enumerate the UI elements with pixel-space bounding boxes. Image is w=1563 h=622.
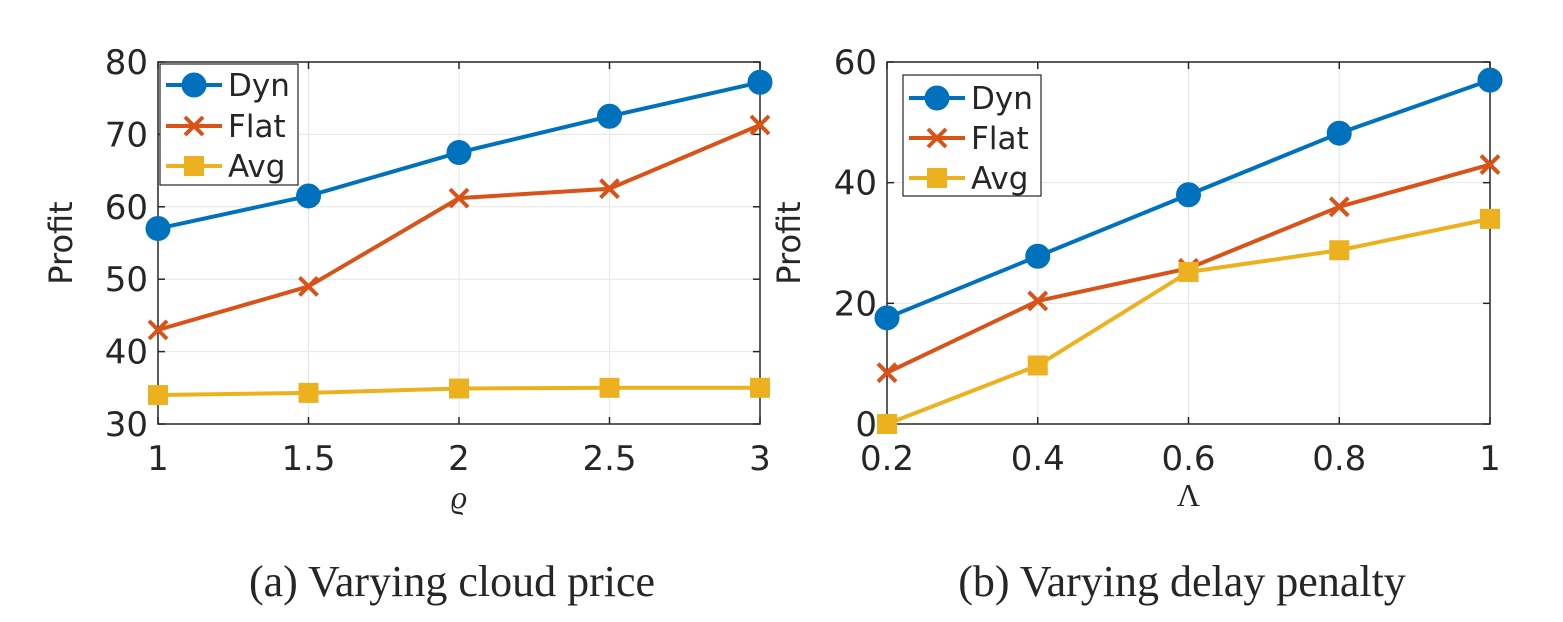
data-point-circle xyxy=(924,85,950,111)
data-point-square xyxy=(599,377,620,398)
x-axis-label: Λ xyxy=(1177,477,1200,513)
y-tick-label: 60 xyxy=(105,188,148,228)
data-point-square xyxy=(1480,208,1500,229)
data-point-circle xyxy=(597,103,622,129)
data-point-square xyxy=(148,385,168,406)
series-avg xyxy=(877,208,1500,434)
data-point-x-stroke xyxy=(876,362,898,384)
data-point-x-stroke xyxy=(926,127,948,149)
data-point-x-stroke xyxy=(1479,154,1501,175)
data-point-circle xyxy=(747,69,773,95)
data-point-x xyxy=(298,276,319,297)
series-flat xyxy=(147,114,771,341)
x-tick-label: 3 xyxy=(749,439,771,479)
legend-label-dyn: Dyn xyxy=(971,81,1033,117)
data-point-x xyxy=(147,319,169,341)
data-point-square xyxy=(877,414,897,434)
data-point-x-stroke xyxy=(298,276,319,297)
data-point-square xyxy=(449,378,469,399)
data-point-x xyxy=(448,187,470,209)
legend: Dyn Flat Avg xyxy=(159,63,299,186)
data-point-x xyxy=(749,114,771,136)
data-point-square xyxy=(298,382,319,403)
y-tick-label: 20 xyxy=(834,284,877,324)
data-point-square xyxy=(1178,261,1199,282)
data-point-square xyxy=(750,377,770,398)
legend-label-dyn: Dyn xyxy=(228,68,290,104)
data-point-x xyxy=(876,362,898,384)
x-tick-label: 1 xyxy=(147,439,169,479)
data-point-x xyxy=(1479,154,1501,175)
data-point-circle xyxy=(874,305,900,331)
y-tick-label: 50 xyxy=(105,260,148,300)
legend-label-flat: Flat xyxy=(971,121,1029,157)
data-point-circle xyxy=(1477,67,1503,93)
panel-b-varying-delay-penalty: 0 20 40 60 0.2 0.4 0.6 0.8 1 Profit Λ Dyn Flat Avg (b)… xyxy=(770,43,1503,606)
y-axis-label: Profit xyxy=(42,201,80,284)
legend-label-avg: Avg xyxy=(971,161,1028,197)
x-tick-label: 2 xyxy=(448,439,470,479)
x-tick-label: 0.4 xyxy=(1011,439,1065,479)
x-tick-label: 1.5 xyxy=(281,439,335,479)
data-point-x-stroke xyxy=(448,187,470,209)
data-point-circle xyxy=(446,140,472,165)
legend: Dyn Flat Avg xyxy=(902,74,1042,197)
data-point-x xyxy=(599,178,620,200)
y-tick-label: 40 xyxy=(834,164,877,204)
y-tick-label: 40 xyxy=(105,333,148,373)
data-point-circle xyxy=(1326,120,1352,146)
data-point-square xyxy=(1027,355,1048,376)
x-tick-label: 0.6 xyxy=(1161,439,1215,479)
data-point-circle xyxy=(145,216,171,242)
x-axis-label: ϱ xyxy=(451,479,467,515)
figure-caption: (b) Varying delay penalty xyxy=(958,557,1406,606)
legend-label-flat: Flat xyxy=(228,109,286,145)
data-point-square xyxy=(184,156,204,176)
data-point-x-stroke xyxy=(749,114,771,136)
data-point-circle xyxy=(181,72,207,98)
legend-label-avg: Avg xyxy=(228,149,285,185)
x-tick-label: 0.8 xyxy=(1312,439,1366,479)
series-avg xyxy=(148,377,770,406)
y-tick-label: 30 xyxy=(105,405,148,445)
figure-caption: (a) Varying cloud price xyxy=(249,557,655,606)
x-tick-label: 1 xyxy=(1479,439,1501,479)
data-point-x-stroke xyxy=(1027,290,1049,312)
data-point-square xyxy=(1329,240,1350,261)
data-point-x xyxy=(183,115,205,137)
data-point-circle xyxy=(296,183,321,209)
y-tick-label: 60 xyxy=(834,43,877,83)
data-point-x xyxy=(1027,290,1049,312)
y-tick-label: 70 xyxy=(105,115,148,155)
data-point-x-stroke xyxy=(183,115,205,137)
y-axis-label: Profit xyxy=(770,201,808,284)
data-point-x-stroke xyxy=(1328,196,1350,218)
data-point-x-stroke xyxy=(599,178,620,200)
series-dyn xyxy=(145,69,773,242)
data-point-circle xyxy=(1176,182,1201,208)
series-dyn xyxy=(874,67,1503,331)
x-tick-label: 0.2 xyxy=(860,439,914,479)
panel-a-varying-cloud-price: 30 40 50 60 70 80 1 1.5 2 2.5 3 Profit ϱ Dyn Flat Avg (a… xyxy=(42,43,773,606)
data-point-x xyxy=(926,127,948,149)
data-point-x-stroke xyxy=(147,319,169,341)
y-tick-label: 80 xyxy=(105,43,148,83)
data-point-circle xyxy=(1025,243,1051,269)
x-tick-label: 2.5 xyxy=(582,439,636,479)
data-point-x xyxy=(1328,196,1350,218)
y-tick-label: 0 xyxy=(855,405,877,445)
data-point-square xyxy=(927,168,947,188)
